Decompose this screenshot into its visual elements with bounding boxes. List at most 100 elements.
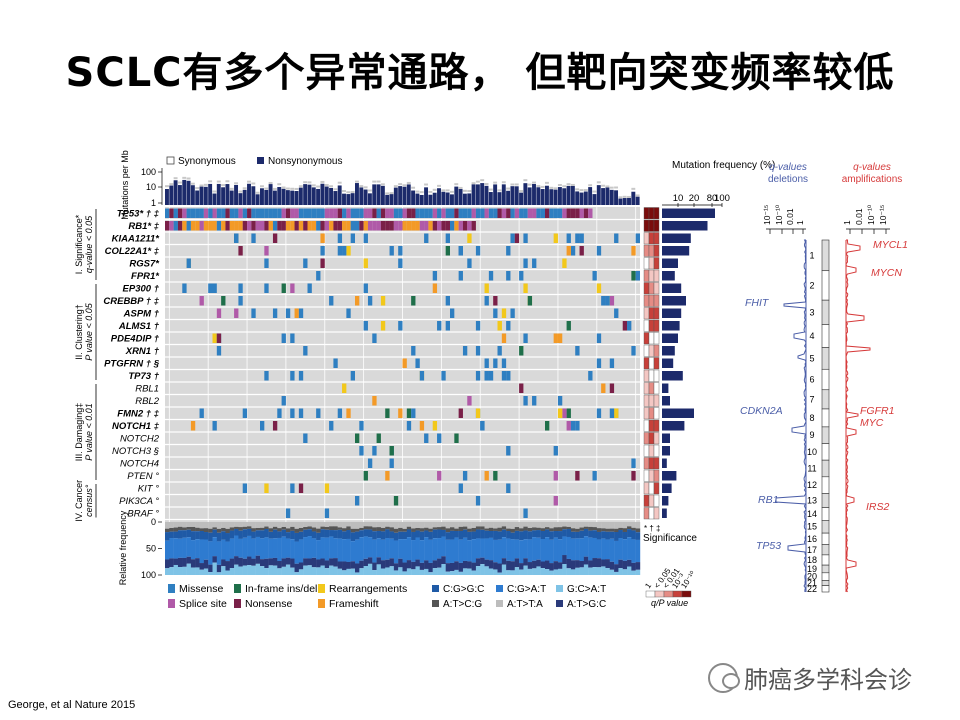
relative-band bbox=[506, 570, 511, 575]
mutation-cell bbox=[588, 208, 593, 218]
frequency-bar bbox=[662, 471, 677, 481]
gene-label: PTGFRN † § bbox=[104, 359, 160, 370]
slide-title: SCLC有多个异常通路， 但靶向突变频率较低 bbox=[65, 50, 895, 96]
frequency-bar bbox=[662, 208, 715, 218]
relative-band bbox=[493, 569, 498, 575]
relative-band bbox=[570, 560, 576, 570]
mutation-cell bbox=[445, 221, 450, 231]
relative-band bbox=[493, 530, 498, 540]
burden-syn-bar bbox=[553, 187, 558, 190]
relative-band bbox=[557, 539, 563, 563]
relative-band bbox=[359, 530, 364, 538]
relative-band bbox=[437, 558, 442, 568]
burden-bar bbox=[424, 187, 429, 205]
relative-band bbox=[264, 537, 269, 559]
gene-label: FPR1* bbox=[131, 271, 160, 282]
burden-syn-bar bbox=[285, 187, 290, 190]
mutation-cell bbox=[359, 208, 364, 218]
burden-bar bbox=[238, 193, 243, 205]
chromosome-band bbox=[821, 324, 830, 348]
burden-bar bbox=[441, 191, 446, 205]
mutation-cell bbox=[203, 221, 209, 231]
mutation-legend-swatch bbox=[168, 584, 175, 593]
relative-band bbox=[488, 527, 494, 531]
relative-band bbox=[553, 561, 559, 570]
burden-bar bbox=[182, 179, 187, 205]
mutation-cell bbox=[277, 221, 282, 231]
mutation-cell bbox=[510, 208, 515, 218]
burden-syn-bar bbox=[519, 189, 524, 192]
relative-band bbox=[372, 570, 377, 575]
burden-bar bbox=[186, 180, 191, 205]
relative-band bbox=[419, 562, 425, 570]
frequency-bar bbox=[662, 258, 678, 268]
mutation-cell bbox=[497, 321, 502, 331]
mutation-cell bbox=[406, 421, 412, 431]
frequency-bar bbox=[662, 321, 680, 331]
mutation-cell bbox=[527, 296, 533, 306]
relative-band bbox=[393, 532, 399, 541]
relative-band bbox=[251, 538, 256, 559]
relative-band bbox=[398, 531, 403, 540]
deletion-gene-label: FHIT bbox=[745, 297, 770, 309]
chromosome-band bbox=[821, 368, 830, 391]
burden-syn-bar bbox=[294, 187, 299, 190]
relative-band bbox=[454, 537, 459, 562]
relative-band bbox=[333, 522, 338, 527]
relative-band bbox=[264, 528, 269, 538]
relative-band bbox=[372, 527, 377, 532]
relative-band bbox=[342, 531, 347, 540]
relative-band bbox=[402, 539, 408, 563]
mutation-cell bbox=[575, 471, 580, 481]
relative-band bbox=[583, 564, 589, 575]
relative-band bbox=[298, 539, 304, 563]
relative-band bbox=[376, 557, 382, 565]
frequency-tick-label: 10 bbox=[673, 193, 684, 204]
mutation-cell bbox=[255, 221, 260, 231]
burden-bar bbox=[631, 191, 636, 205]
relative-band bbox=[234, 526, 239, 529]
relative-band bbox=[363, 522, 369, 527]
relative-band bbox=[454, 528, 459, 531]
relative-band bbox=[320, 526, 325, 530]
relative-band bbox=[303, 529, 308, 538]
mutation-cell bbox=[177, 221, 183, 231]
mutation-cell bbox=[234, 233, 239, 243]
burden-syn-bar bbox=[324, 183, 329, 186]
base-legend-label: C:G>G:C bbox=[443, 584, 484, 595]
burden-bar bbox=[450, 194, 454, 205]
relative-band bbox=[432, 522, 438, 528]
burden-bar bbox=[350, 193, 355, 205]
burden-syn-bar bbox=[614, 186, 619, 189]
significance-cell bbox=[648, 394, 655, 407]
chromosome-label: 7 bbox=[809, 394, 814, 404]
relative-band bbox=[281, 526, 287, 530]
relative-band bbox=[165, 532, 170, 541]
relative-band bbox=[406, 522, 412, 527]
burden-bar bbox=[510, 186, 515, 205]
relative-band bbox=[462, 529, 468, 538]
burden-syn-bar bbox=[462, 189, 467, 192]
legend-label-syn: Synonymous bbox=[178, 156, 236, 167]
frequency-bar bbox=[662, 383, 669, 393]
relative-band bbox=[346, 568, 351, 575]
significance-cell bbox=[648, 369, 655, 382]
mutation-cell bbox=[428, 221, 433, 231]
gene-label: NOTCH4 bbox=[120, 459, 159, 470]
relative-band bbox=[605, 568, 610, 575]
frequency-bar bbox=[662, 271, 675, 281]
relative-band bbox=[488, 522, 494, 528]
mutation-cell bbox=[363, 208, 368, 218]
significance-cell bbox=[643, 482, 650, 495]
relative-band bbox=[419, 531, 425, 541]
burden-syn-bar bbox=[575, 188, 580, 191]
mutation-cell bbox=[579, 233, 584, 243]
relative-band bbox=[527, 562, 533, 569]
relative-band bbox=[484, 528, 490, 531]
relative-band bbox=[216, 532, 222, 542]
mutation-cell bbox=[182, 283, 187, 293]
relative-band bbox=[545, 522, 550, 528]
burden-syn-bar bbox=[437, 184, 441, 187]
mutation-cell bbox=[380, 221, 386, 231]
